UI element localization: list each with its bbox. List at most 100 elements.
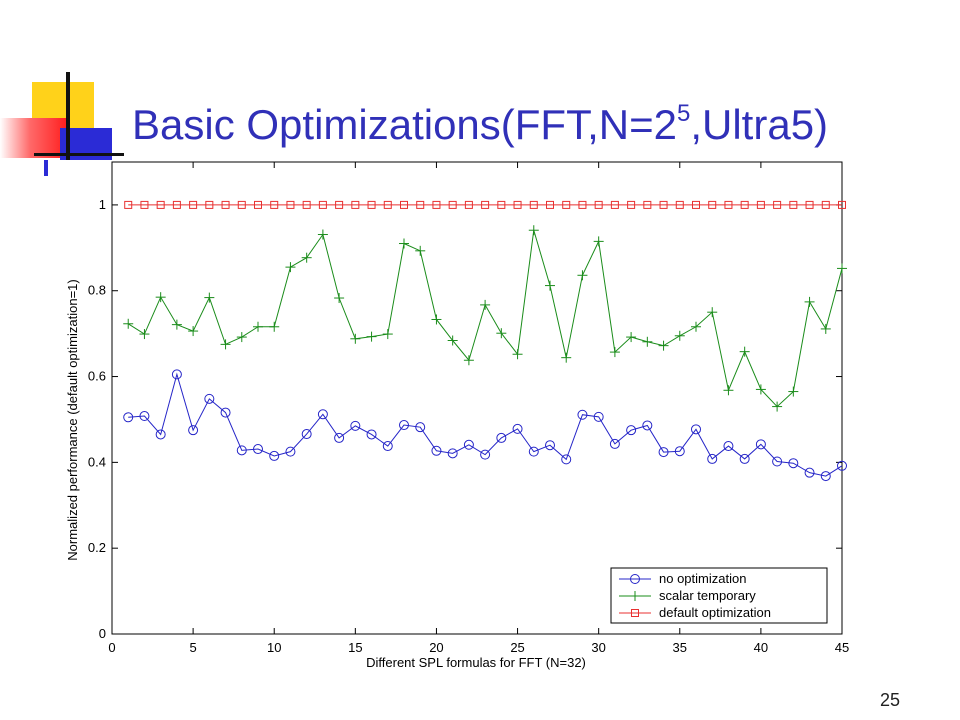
data-point (139, 411, 150, 422)
data-point (318, 200, 327, 209)
data-point (723, 441, 734, 452)
data-point (399, 238, 409, 249)
data-point (366, 429, 377, 440)
y-tick-label: 0.6 (88, 369, 106, 384)
data-point (821, 200, 830, 209)
decorative-blue-tick (44, 160, 48, 176)
data-point (431, 445, 442, 456)
data-point (270, 200, 279, 209)
y-tick-label: 1 (99, 197, 106, 212)
data-point (236, 332, 247, 343)
data-point (382, 329, 393, 340)
data-point (837, 263, 847, 274)
data-point (236, 445, 247, 456)
data-point (804, 296, 815, 307)
data-point (351, 200, 360, 209)
data-point (788, 458, 799, 469)
data-point (529, 200, 538, 209)
data-point (139, 329, 150, 340)
data-point (561, 352, 572, 363)
data-point (674, 330, 685, 341)
data-point (788, 386, 799, 397)
data-point (253, 321, 263, 332)
data-point (739, 346, 750, 357)
x-tick-label: 40 (754, 640, 768, 655)
data-point (838, 200, 846, 209)
data-point (610, 200, 619, 209)
data-point (221, 200, 230, 209)
legend-marker (630, 574, 640, 584)
data-point (269, 321, 280, 332)
data-point (561, 454, 572, 465)
data-point (773, 200, 782, 209)
data-point (723, 385, 734, 396)
series-no-optimization (123, 369, 847, 482)
data-point (772, 456, 783, 467)
data-point (124, 200, 133, 209)
slide-title-main: Basic Optimizations(FFT,N=2 (132, 101, 677, 148)
data-point (415, 245, 426, 256)
data-point (512, 349, 523, 360)
x-tick-label: 25 (510, 640, 524, 655)
data-point (513, 200, 522, 209)
x-axis: 0 5 10 15 20 25 30 35 40 45 (108, 162, 849, 655)
data-point (643, 200, 652, 209)
data-point (301, 252, 312, 263)
data-point (172, 200, 181, 209)
data-point (302, 200, 311, 209)
data-point (366, 331, 377, 342)
data-point (578, 200, 587, 209)
data-point (658, 340, 669, 351)
y-axis: 0 0.2 0.4 0.6 0.8 1 (88, 197, 842, 641)
data-point (447, 448, 458, 459)
data-point (155, 429, 166, 440)
data-point (204, 393, 215, 404)
data-point (627, 200, 636, 209)
data-point (317, 229, 328, 240)
data-point (171, 319, 182, 330)
x-tick-label: 5 (189, 640, 196, 655)
data-point (755, 384, 766, 395)
data-point (335, 200, 344, 209)
y-tick-label: 0 (99, 626, 106, 641)
data-point (626, 425, 637, 436)
y-tick-label: 0.8 (88, 283, 106, 298)
data-point (658, 447, 669, 458)
x-tick-label: 30 (591, 640, 605, 655)
data-point (189, 200, 198, 209)
data-point (577, 270, 588, 281)
series-layer (123, 200, 847, 482)
legend-marker (631, 609, 639, 617)
series-scalar-temporary (123, 225, 847, 412)
x-axis-label: Different SPL formulas for FFT (N=32) (366, 655, 586, 670)
data-point (383, 200, 392, 209)
data-point (755, 439, 766, 450)
legend: no optimization scalar temporary default o… (610, 567, 828, 624)
data-point (609, 347, 620, 358)
data-point (123, 318, 134, 329)
data-point (609, 438, 620, 449)
slide-title-superscript: 5 (676, 100, 691, 127)
series-default-optimization (124, 200, 846, 209)
data-point (448, 200, 457, 209)
legend-entry: scalar temporary (659, 588, 756, 603)
data-point (432, 200, 441, 209)
data-point (317, 409, 328, 420)
data-point (480, 449, 491, 460)
data-point (512, 423, 523, 434)
data-point (805, 200, 814, 209)
data-point (480, 299, 491, 310)
data-point (593, 236, 604, 247)
data-point (415, 422, 426, 433)
data-point (399, 420, 409, 431)
x-tick-label: 15 (348, 640, 362, 655)
data-point (708, 200, 717, 209)
slide-title-tail: ,Ultra5) (690, 101, 829, 148)
data-point (367, 200, 376, 209)
data-point (253, 444, 263, 455)
data-point (220, 339, 231, 350)
data-point (464, 200, 473, 209)
data-point (772, 401, 783, 412)
data-point (820, 323, 831, 334)
